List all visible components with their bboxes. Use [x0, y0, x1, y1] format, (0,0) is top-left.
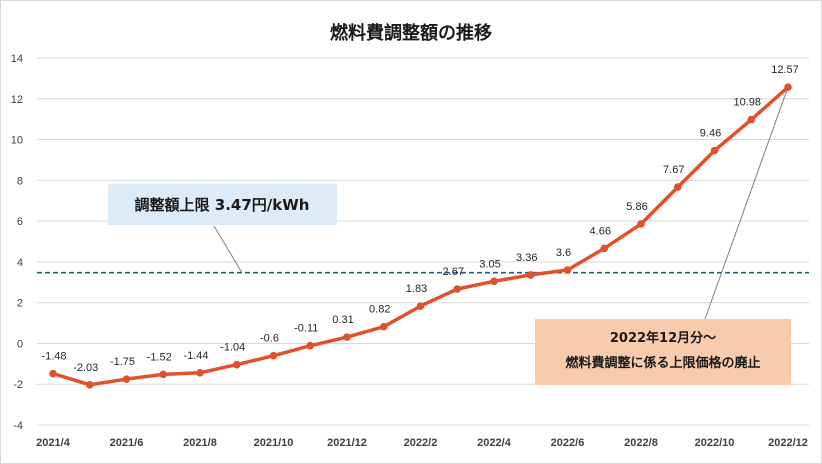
data-point	[416, 302, 425, 310]
data-label: 12.57	[771, 64, 799, 76]
data-point	[710, 146, 719, 155]
x-tick-label: 2022/8	[624, 437, 658, 449]
x-tick-label: 2022/4	[477, 437, 512, 449]
y-tick-label: -2	[13, 379, 23, 391]
data-label: 3.36	[516, 252, 537, 264]
data-label: -2.03	[73, 362, 98, 374]
data-label: -1.75	[110, 356, 135, 368]
data-point	[453, 285, 462, 293]
data-label: 1.83	[406, 283, 427, 295]
x-tick-label: 2022/10	[695, 437, 735, 449]
data-label: 7.67	[663, 164, 684, 176]
data-label: 3.05	[479, 258, 500, 270]
y-tick-label: 14	[11, 53, 23, 65]
data-label: 9.46	[700, 128, 721, 140]
abolish-annotation-line2: 燃料費調整に係る上限価格の廃止	[565, 355, 760, 371]
data-point	[343, 333, 351, 341]
data-label: 2.67	[443, 266, 464, 278]
leader-lines	[213, 86, 789, 320]
abolish-annotation-box	[535, 319, 791, 385]
y-tick-label: 4	[17, 257, 23, 269]
data-point	[563, 266, 572, 274]
abolish-leader-line	[704, 86, 789, 320]
data-label: -1.04	[220, 342, 245, 354]
data-point	[673, 183, 682, 191]
y-tick-label: 2	[17, 298, 23, 310]
data-point	[122, 375, 131, 383]
data-label: 5.86	[626, 201, 647, 213]
x-tick-label: 2021/10	[254, 437, 294, 449]
abolish-annotation-line1: 2022年12月分～	[610, 330, 716, 346]
data-point	[269, 351, 278, 360]
y-tick-label: 6	[17, 216, 23, 228]
series-layer	[49, 83, 792, 389]
data-label: -0.11	[294, 323, 318, 335]
data-point	[379, 322, 388, 331]
x-tick-label: 2021/8	[183, 437, 217, 449]
y-tick-label: 8	[17, 175, 23, 187]
x-tick-label: 2022/12	[768, 437, 808, 449]
x-tick-label: 2021/6	[110, 437, 144, 449]
y-tick-label: 10	[11, 135, 23, 147]
data-label: -0.6	[260, 333, 279, 345]
data-point	[159, 370, 168, 379]
x-tick-label: 2021/12	[327, 437, 367, 449]
data-label: 4.66	[590, 225, 611, 237]
data-label: 3.6	[556, 247, 571, 259]
data-point	[306, 341, 315, 350]
x-tick-label: 2022/6	[551, 437, 585, 449]
data-label: 0.31	[332, 314, 353, 326]
y-axis-ticks: -4 -2 0 2 4 6 8 10 12 14	[11, 53, 23, 432]
y-tick-label: 0	[17, 338, 23, 350]
data-point	[526, 271, 535, 279]
data-label: -1.48	[41, 351, 66, 363]
y-tick-label: -4	[13, 420, 23, 432]
cap-leader-line	[213, 225, 243, 273]
chart-title: 燃料費調整額の推移	[330, 22, 492, 44]
data-point	[747, 115, 756, 124]
data-label: -1.44	[183, 350, 208, 362]
data-point	[784, 83, 792, 91]
cap-annotation-text: 調整額上限 3.47円/kWh	[135, 196, 310, 214]
data-point	[490, 277, 498, 286]
x-axis-ticks: 2021/4 2021/6 2021/8 2021/10 2021/12 2022/2 20…	[36, 437, 808, 449]
data-point	[232, 360, 241, 369]
data-point	[85, 381, 94, 389]
data-label: -1.52	[147, 351, 172, 363]
data-labels: -1.48 -2.03 -1.75 -1.52 -1.44 -1.04 -0.6 -0.11 0…	[41, 64, 798, 374]
data-point	[196, 369, 204, 377]
data-point	[600, 244, 609, 253]
data-label: 10.98	[733, 97, 761, 109]
abolish-annotation: 2022年12月分～ 燃料費調整に係る上限価格の廃止	[535, 319, 791, 385]
x-tick-label: 2021/4	[36, 437, 71, 449]
x-tick-label: 2022/2	[404, 437, 438, 449]
y-tick-label: 12	[11, 94, 23, 106]
data-label: 0.82	[369, 304, 390, 316]
data-point	[49, 369, 57, 378]
data-point	[637, 220, 645, 228]
cap-annotation-box	[108, 184, 337, 225]
cap-annotation: 調整額上限 3.47円/kWh	[108, 184, 337, 225]
